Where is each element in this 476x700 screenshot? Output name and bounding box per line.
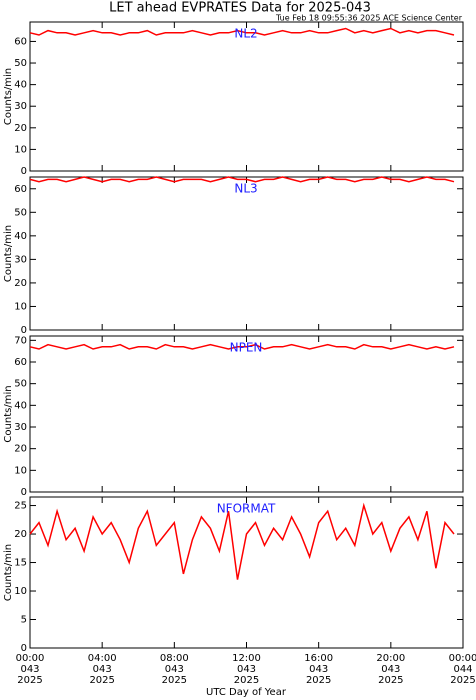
x-tick-day: 043 xyxy=(309,664,328,675)
y-tick-label: 60 xyxy=(14,184,27,195)
x-tick-day: 043 xyxy=(165,664,184,675)
y-tick-label: 60 xyxy=(14,357,27,368)
y-tick-label: 20 xyxy=(14,278,27,289)
panel-label: NL3 xyxy=(234,182,257,196)
x-tick-day: 043 xyxy=(237,664,256,675)
data-line xyxy=(29,502,455,580)
y-tick-label: 40 xyxy=(14,231,27,242)
y-tick-label: 0 xyxy=(21,643,27,654)
panel-label: NPEN xyxy=(230,341,263,355)
x-tick-label: 20:00 xyxy=(376,653,405,664)
plot-frame xyxy=(29,335,464,493)
y-axis-label: Counts/min xyxy=(3,68,14,125)
y-tick-label: 5 xyxy=(21,615,27,626)
x-tick-day: 044 xyxy=(453,664,472,675)
x-tick-day: 043 xyxy=(20,664,39,675)
y-tick-label: 0 xyxy=(21,325,27,336)
plot-frame xyxy=(29,21,464,172)
x-tick-year: 2025 xyxy=(450,675,475,686)
x-tick-day: 043 xyxy=(381,664,400,675)
y-tick-label: 20 xyxy=(14,123,27,134)
x-tick-year: 2025 xyxy=(17,675,42,686)
x-tick-label: 00:00 xyxy=(449,653,476,664)
y-tick-label: 30 xyxy=(14,254,27,265)
y-tick-label: 10 xyxy=(14,586,27,597)
y-tick-label: 10 xyxy=(14,465,27,476)
x-tick-year: 2025 xyxy=(234,675,259,686)
x-tick-year: 2025 xyxy=(306,675,331,686)
y-tick-label: 40 xyxy=(14,400,27,411)
plot-frame xyxy=(29,176,464,331)
chart-title: LET ahead EVPRATES Data for 2025-043 xyxy=(109,1,371,16)
y-tick-label: 10 xyxy=(14,144,27,155)
data-line xyxy=(29,343,455,350)
x-tick-label: 04:00 xyxy=(88,653,117,664)
x-axis-label: UTC Day of Year xyxy=(206,687,287,698)
panel-label: NL2 xyxy=(234,27,257,41)
data-line xyxy=(29,176,455,183)
data-line xyxy=(29,27,455,36)
y-tick-label: 30 xyxy=(14,422,27,433)
y-tick-label: 50 xyxy=(14,379,27,390)
y-tick-label: 25 xyxy=(14,501,27,512)
y-tick-label: 70 xyxy=(14,335,27,346)
x-tick-label: 00:00 xyxy=(16,653,45,664)
y-tick-label: 30 xyxy=(14,101,27,112)
x-tick-year: 2025 xyxy=(162,675,187,686)
y-tick-label: 40 xyxy=(14,80,27,91)
y-tick-label: 20 xyxy=(14,529,27,540)
y-axis-label: Counts/min xyxy=(3,544,14,601)
y-tick-label: 0 xyxy=(21,487,27,498)
chart-subtitle: Tue Feb 18 09:55:36 2025 ACE Science Cen… xyxy=(275,14,463,23)
x-tick-label: 12:00 xyxy=(232,653,261,664)
y-tick-label: 50 xyxy=(14,207,27,218)
y-tick-label: 50 xyxy=(14,58,27,69)
x-tick-day: 043 xyxy=(93,664,112,675)
y-tick-label: 60 xyxy=(14,36,27,47)
y-axis-label: Counts/min xyxy=(3,225,14,282)
x-tick-label: 08:00 xyxy=(160,653,189,664)
y-tick-label: 0 xyxy=(21,166,27,177)
panel-label: NFORMAT xyxy=(217,502,276,516)
y-axis-label: Counts/min xyxy=(3,385,14,442)
y-tick-label: 15 xyxy=(14,558,27,569)
y-tick-label: 20 xyxy=(14,444,27,455)
y-tick-label: 10 xyxy=(14,301,27,312)
x-tick-label: 16:00 xyxy=(304,653,333,664)
x-tick-year: 2025 xyxy=(89,675,114,686)
x-tick-year: 2025 xyxy=(378,675,403,686)
